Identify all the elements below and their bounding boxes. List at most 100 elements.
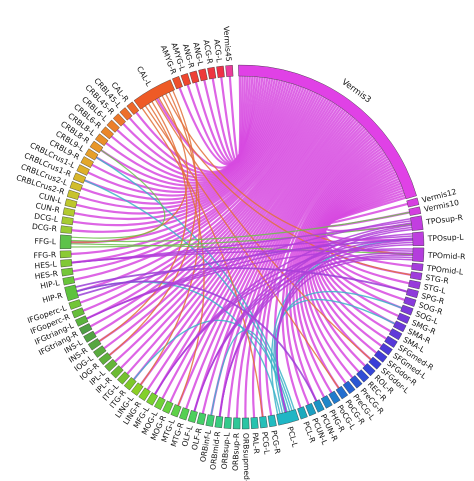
- arc-crblcrus1-r: [72, 172, 87, 184]
- ribbon: [94, 96, 326, 335]
- arc-hes-r: [61, 267, 74, 277]
- ribbon: [193, 256, 413, 412]
- label-ffg-r: FFG-R: [33, 250, 57, 260]
- arc-orbsup-l: [223, 416, 232, 429]
- ribbon: [135, 76, 261, 173]
- arc-vermis10: [408, 206, 422, 216]
- region-labels: Vermis3Vermis12Vermis10TPOsup-RTPOsup-LT…: [15, 26, 466, 481]
- ribbon: [82, 93, 319, 312]
- label-hip-r: HIP-R: [41, 291, 64, 305]
- arc-mog-l: [154, 396, 166, 410]
- arc-ins-l: [83, 330, 97, 343]
- arc-hes-l: [60, 259, 73, 268]
- arc-pcg-l: [259, 416, 268, 429]
- ribbon: [75, 267, 408, 293]
- ribbon: [78, 82, 291, 210]
- arc-ipl-r: [110, 365, 124, 379]
- ribbon: [70, 223, 412, 248]
- arc-precg-r: [349, 375, 363, 389]
- arc-ifgtriang-l: [75, 315, 89, 327]
- arc-crbl8-r: [89, 140, 104, 154]
- arc-cun-r: [62, 207, 76, 217]
- arc-ling-l: [131, 382, 144, 396]
- ribbon: [156, 76, 259, 169]
- label-orbsupmed-r: ORBsupmed-R: [241, 433, 251, 481]
- ribbon: [319, 173, 403, 310]
- label-dcg-r: DCG-R: [32, 222, 59, 233]
- arc-crblcrus1-l: [76, 164, 90, 176]
- label-dcg-l: DCG-L: [34, 212, 60, 225]
- ribbon: [71, 211, 410, 243]
- arc-amyg-l: [180, 73, 192, 87]
- ribbon: [96, 156, 295, 411]
- arc-acg-l: [216, 65, 225, 78]
- arc-tposup-l: [412, 231, 425, 246]
- label-pcl-l: PCL-L: [285, 426, 299, 449]
- arc-olf-r: [196, 412, 207, 426]
- arc-tpomid-r: [412, 247, 425, 263]
- ribbon: [98, 97, 328, 343]
- arc-sma-r: [393, 320, 407, 333]
- arc-mtg-r: [179, 407, 190, 421]
- arc-ins-r: [87, 338, 102, 351]
- arc-iog-l: [93, 345, 107, 358]
- label-pcg-r: PCG-R: [269, 430, 282, 456]
- ribbon: [309, 157, 390, 361]
- arc-rec-r: [356, 369, 370, 383]
- arc-acg-r: [207, 66, 217, 80]
- arc-pocg-l: [328, 390, 341, 405]
- ribbon: [273, 298, 396, 414]
- label-tposup-l: TPOsup-L: [427, 232, 465, 243]
- arc-smg-r: [396, 312, 411, 324]
- label-stg-r: STG-R: [425, 273, 450, 286]
- arc-tposup-r: [410, 215, 424, 231]
- arc-ifgoperc-r: [71, 307, 85, 319]
- arc-pal-r: [250, 417, 259, 429]
- arc-ffg-l: [59, 234, 72, 249]
- ribbon: [126, 104, 338, 375]
- arc-itg-r: [123, 377, 137, 391]
- label-acg-l: ACG-L: [212, 39, 224, 64]
- arc-vermis12: [406, 197, 420, 208]
- arc-mog-r: [162, 400, 174, 414]
- ribbon: [72, 84, 298, 227]
- ribbon: [300, 149, 384, 384]
- label-orbsup-r: ORBsup-R: [231, 432, 241, 471]
- ribbon: [103, 98, 330, 350]
- ribbon: [311, 159, 391, 354]
- ribbon: [220, 75, 244, 163]
- arc-crbl45-l: [119, 107, 133, 121]
- arc-crblcrus2-r: [66, 189, 80, 200]
- arc-spg-r: [405, 288, 419, 299]
- arc-orbmid-r: [214, 415, 224, 429]
- ribbon: [133, 319, 291, 412]
- ribbon: [105, 78, 274, 184]
- arc-pcun-l: [305, 402, 317, 417]
- arc-rol-r: [362, 363, 376, 377]
- label-hip-l: HIP-L: [40, 278, 61, 291]
- label-cal-l: CAL-L: [135, 65, 154, 89]
- label-acg-r: ACG-R: [201, 39, 214, 65]
- ribbon: [295, 145, 381, 394]
- arc-iog-r: [98, 352, 112, 365]
- arc-vermis3: [238, 64, 417, 200]
- ribbon: [228, 75, 242, 163]
- arc-precg-l: [342, 380, 356, 395]
- ribbon: [114, 101, 334, 363]
- ribbon: [76, 83, 293, 215]
- arc-pcun-r: [313, 399, 325, 413]
- arc-sog-r: [403, 296, 417, 307]
- arc-sfgdor-r: [373, 349, 388, 363]
- arc-crbl6-r: [100, 126, 114, 140]
- label-pal-r: PAL-R: [251, 432, 262, 455]
- label-orbsup-l: ORBsup-L: [220, 431, 232, 469]
- ribbon: [158, 97, 411, 276]
- ribbon: [227, 124, 363, 418]
- ribbon: [141, 107, 264, 417]
- arc-crbl45-r: [112, 113, 126, 127]
- ribbon: [80, 81, 289, 205]
- arc-dcg-l: [61, 216, 74, 226]
- ribbon: [276, 258, 413, 413]
- label-hes-r: HES-R: [34, 269, 59, 281]
- ribbon: [98, 101, 188, 342]
